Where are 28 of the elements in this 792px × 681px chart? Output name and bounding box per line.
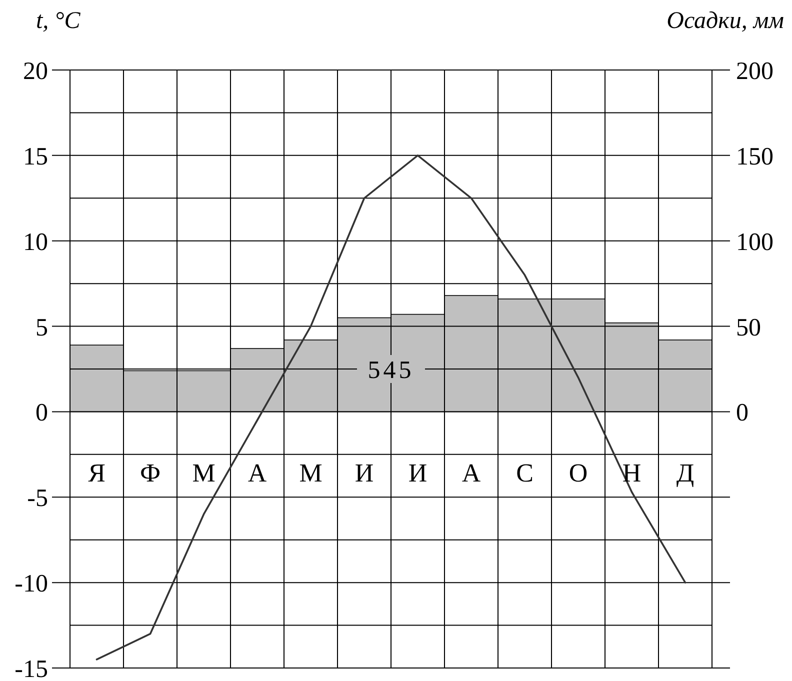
x-tick-label: Я	[88, 458, 106, 488]
x-tick-label: М	[299, 458, 322, 488]
y-tick-label: 5	[36, 314, 48, 342]
y-tick-label: 10	[23, 228, 48, 256]
y2-tick-label: 0	[736, 400, 748, 427]
x-tick-label: А	[462, 458, 481, 488]
y2-tick-label: 50	[736, 314, 761, 342]
annotation: 545	[368, 357, 414, 384]
y2-tick-label: 100	[736, 228, 774, 256]
y-tick-label: -5	[27, 485, 48, 512]
x-tick-label: А	[248, 458, 267, 488]
y2-axis-title: Осадки, мм	[666, 8, 784, 34]
x-tick-label: И	[354, 458, 374, 488]
x-tick-label: И	[408, 458, 428, 488]
y-tick-label: -10	[14, 570, 48, 598]
y-tick-label: 20	[23, 58, 48, 85]
y-tick-label: 0	[36, 400, 48, 427]
y2-tick-label: 150	[736, 143, 774, 170]
y-axis-title: t, °C	[36, 8, 82, 34]
x-tick-label: М	[192, 458, 216, 488]
x-tick-label: Д	[676, 458, 694, 488]
x-tick-label: О	[568, 458, 588, 488]
y-tick-label: 15	[23, 143, 48, 170]
x-tick-label: Н	[622, 458, 642, 488]
x-tick-label: Ф	[140, 458, 161, 488]
y2-tick-label: 200	[736, 58, 774, 85]
y-tick-label: -15	[14, 656, 48, 681]
x-tick-label: С	[516, 458, 534, 488]
